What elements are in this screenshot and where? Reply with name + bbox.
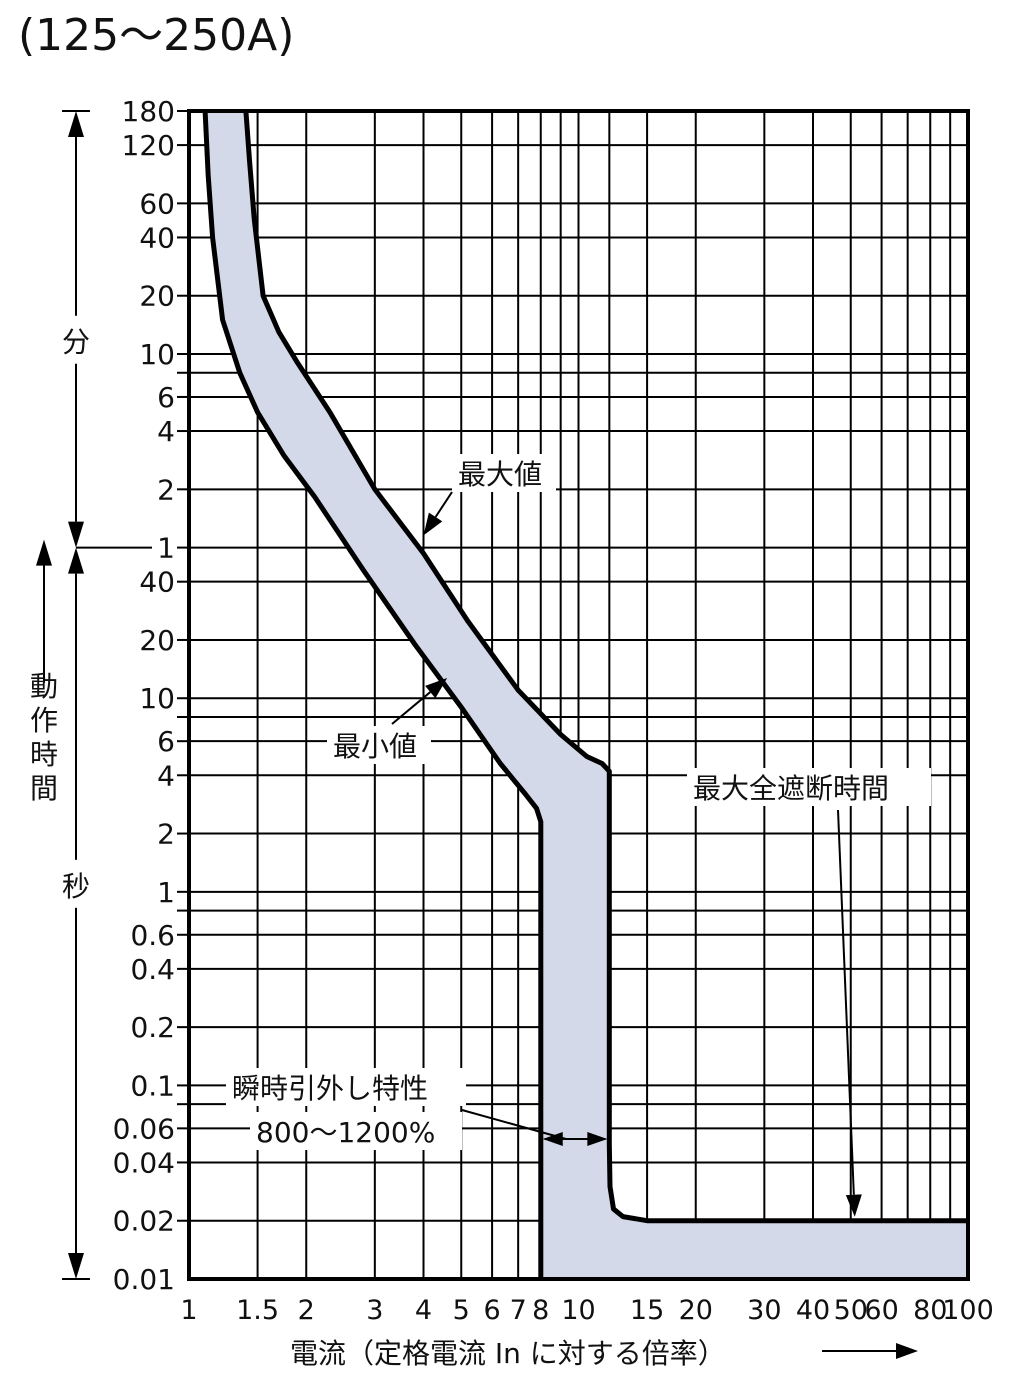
x-arrow-head (896, 1343, 918, 1359)
y-tick-label: 40 (139, 566, 175, 599)
y-tick-label: 0.4 (130, 953, 175, 986)
series-min-line (202, 110, 544, 1279)
x-tick-label: 50 (834, 1295, 868, 1326)
y-tick-label: 0.6 (130, 919, 175, 952)
y-tick-label: 20 (139, 280, 175, 313)
y-tick-label: 180 (122, 95, 175, 128)
y-tick-label: 2 (157, 473, 175, 506)
y-tick-label: 4 (157, 415, 175, 448)
y-tick-label: 0.2 (130, 1011, 175, 1044)
y-tick-label: 0.04 (113, 1146, 175, 1179)
y-tick-label: 20 (139, 624, 175, 657)
seconds-label-bg (58, 859, 94, 908)
minutes-arrow-up (68, 111, 84, 137)
x-tick-label: 3 (366, 1295, 383, 1326)
label-instant-bg (226, 1068, 466, 1106)
y-tick-label: 0.1 (130, 1069, 175, 1102)
x-tick-label: 20 (679, 1295, 713, 1326)
minutes-label: 分 (62, 326, 90, 359)
x-tick-label: 2 (298, 1295, 315, 1326)
minutes-arrow-down (68, 521, 84, 548)
x-tick-label: 4 (415, 1295, 432, 1326)
label-max-clear-bg (687, 768, 931, 806)
y-tick-label: 0.01 (113, 1263, 175, 1296)
label-min: 最小値 (333, 730, 417, 763)
y-tick-label: 2 (157, 818, 175, 851)
y-tick-label: 1 (157, 876, 175, 909)
label-max-clear: 最大全遮断時間 (693, 772, 889, 805)
x-tick-label: 1 (180, 1295, 197, 1326)
y-tick-label: 0.02 (113, 1205, 175, 1238)
arrow-max-clear-line (837, 809, 855, 1195)
label-instant-range-bg (250, 1112, 462, 1150)
instant-leader (461, 1109, 567, 1140)
x-tick-label: 7 (510, 1295, 527, 1326)
label-max-bg (452, 454, 556, 492)
motion-label-char: 動 (30, 670, 58, 703)
chart-title: (125～250A) (18, 10, 295, 61)
arrow-min-head (425, 677, 448, 699)
x-tick-label: 60 (864, 1295, 898, 1326)
x-tick-label: 8 (532, 1295, 549, 1326)
y-tick-label: 120 (122, 129, 175, 162)
seconds-label: 秒 (62, 870, 90, 903)
y-tick-label: 0.06 (113, 1112, 175, 1145)
minutes-label-bg (58, 315, 94, 364)
y-tick-label: 6 (157, 381, 175, 414)
y-tick-label: 4 (157, 759, 175, 792)
x-tick-label: 1.5 (236, 1295, 279, 1326)
arrow-max-line (434, 491, 453, 518)
operating-band (205, 111, 969, 1279)
y-tick-label: 1 (157, 532, 175, 565)
seconds-arrow-up (68, 547, 84, 574)
arrow-max-head (423, 512, 443, 536)
x-tick-label: 10 (561, 1295, 595, 1326)
x-tick-label: 80 (913, 1295, 947, 1326)
arrow-max-clear-head (845, 1194, 862, 1217)
y-tick-labels: 18012060402010642140201064210.60.40.20.1… (113, 95, 175, 1296)
y-tick-label: 10 (139, 338, 175, 371)
y-tick-label: 40 (139, 221, 175, 254)
label-instant-range: 800～1200% (256, 1116, 435, 1149)
arrow-min-line (391, 691, 431, 725)
motion-label-char: 間 (30, 772, 58, 805)
y-tick-label: 10 (139, 682, 175, 715)
instant-span-head-right (587, 1132, 608, 1146)
instant-span-head-left (542, 1132, 563, 1146)
seconds-arrow-down (68, 1253, 84, 1279)
x-tick-label: 6 (483, 1295, 500, 1326)
x-axis-title: 電流（定格電流 In に対する倍率） (290, 1337, 726, 1370)
curves (202, 110, 968, 1279)
x-axis-arrow (822, 1343, 918, 1359)
label-min-bg (327, 726, 431, 764)
label-max: 最大値 (458, 458, 542, 491)
motion-arrow-head (36, 539, 52, 566)
x-tick-label: 30 (747, 1295, 781, 1326)
label-instant: 瞬時引外し特性 (232, 1072, 428, 1105)
y-tick-label: 60 (139, 187, 175, 220)
motion-label-char: 時 (30, 738, 58, 771)
motion-label-char: 作 (30, 704, 58, 737)
x-tick-label: 15 (630, 1295, 664, 1326)
x-tick-label: 5 (453, 1295, 470, 1326)
x-tick-label: 100 (942, 1295, 994, 1326)
y-tick-label: 6 (157, 725, 175, 758)
x-tick-label: 40 (796, 1295, 830, 1326)
series-max-line (243, 110, 968, 1224)
plot-frame (187, 109, 970, 1281)
